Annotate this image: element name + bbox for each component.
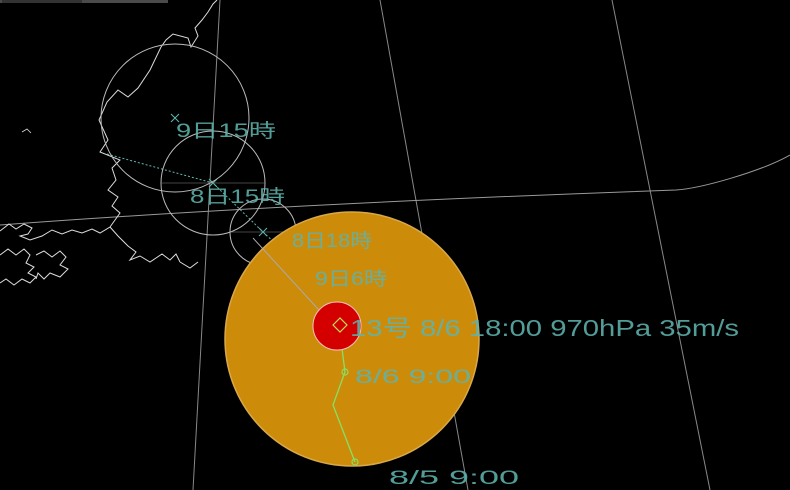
svg-text:9日6時: 9日6時 [315, 268, 387, 290]
svg-text:8日15時: 8日15時 [190, 186, 285, 208]
svg-text:9日15時: 9日15時 [176, 120, 276, 142]
svg-text:8/6 9:00: 8/6 9:00 [355, 367, 471, 388]
svg-text:13号 8/6 18:00 970hPa 35m/s: 13号 8/6 18:00 970hPa 35m/s [350, 315, 739, 341]
svg-text:8/5 9:00: 8/5 9:00 [389, 468, 519, 489]
svg-text:8日18時: 8日18時 [292, 230, 372, 252]
